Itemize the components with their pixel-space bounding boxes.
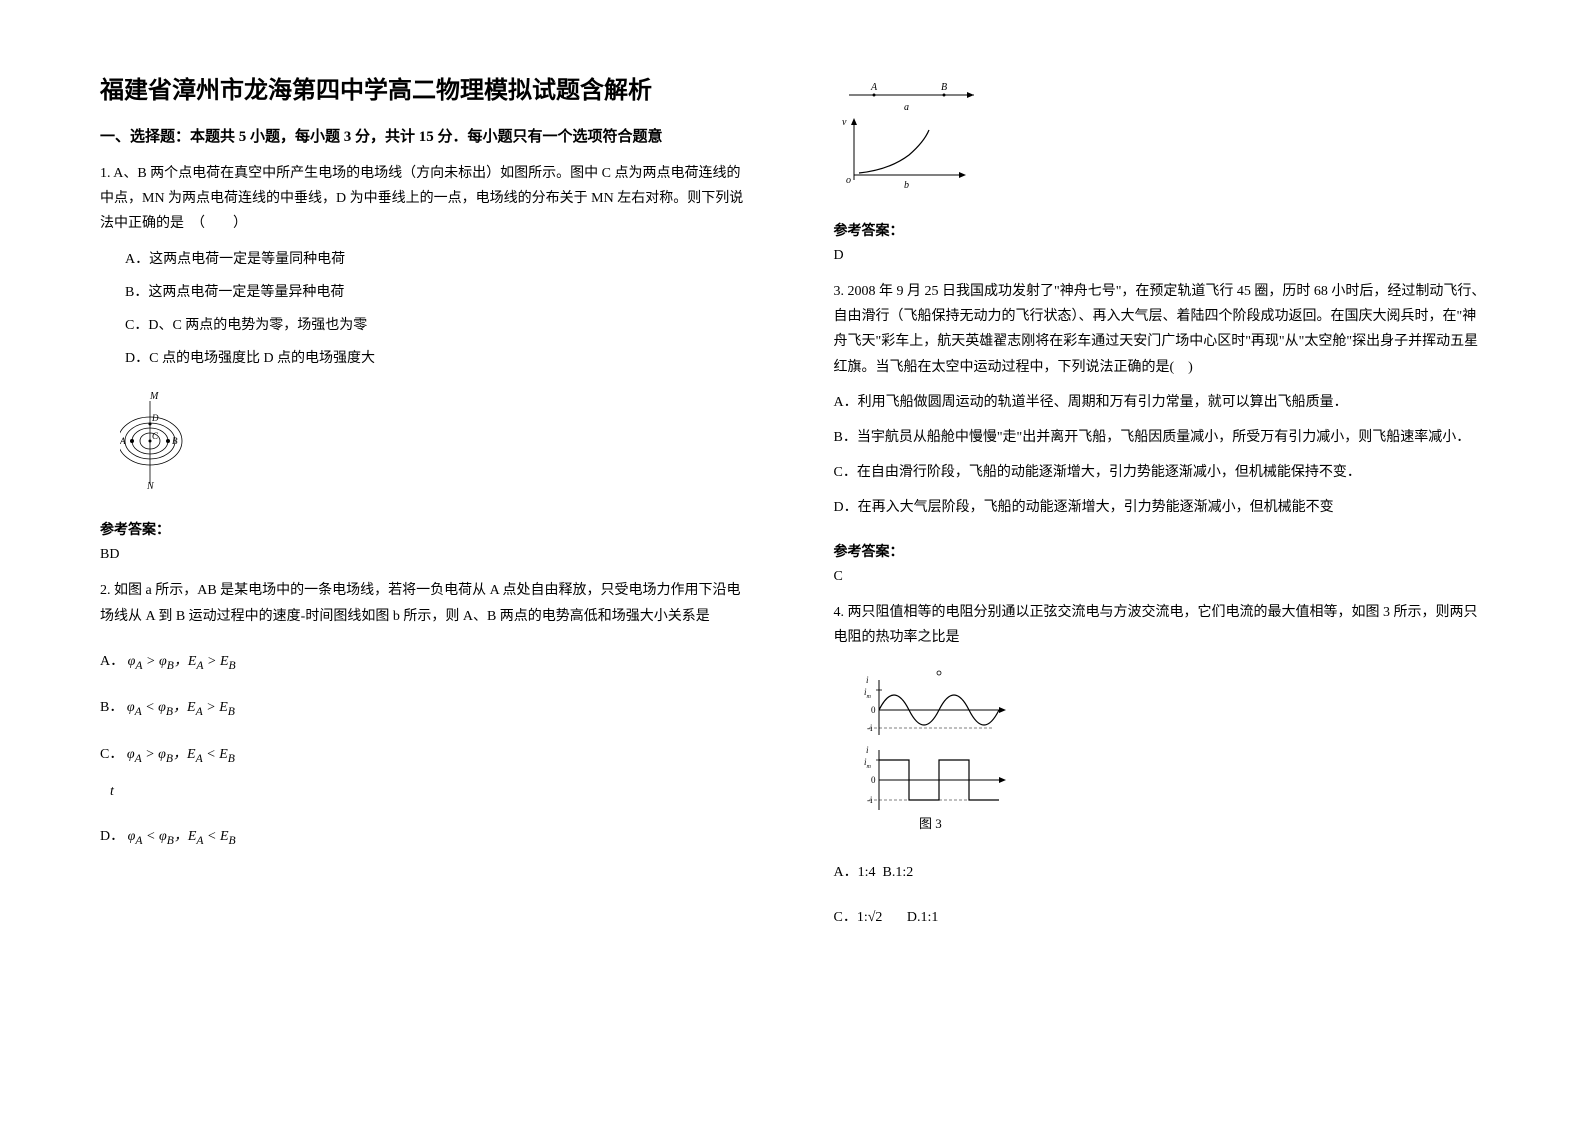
svg-text:图 3: 图 3	[919, 816, 942, 831]
svg-text:a: a	[904, 102, 909, 113]
q2-answer-label: 参考答案：	[834, 220, 1488, 240]
left-column: 福建省漳州市龙海第四中学高二物理模拟试题含解析 一、选择题：本题共 5 小题，每…	[100, 70, 754, 1052]
section-1-header: 一、选择题：本题共 5 小题，每小题 3 分，共计 15 分．每小题只有一个选项…	[100, 125, 754, 146]
q3-option-d: D．在再入大气层阶段，飞船的动能逐渐增大，引力势能逐渐减小，但机械能不变	[834, 495, 1488, 520]
svg-text:0: 0	[871, 705, 876, 715]
svg-text:o: o	[846, 175, 851, 186]
svg-text:i: i	[866, 675, 869, 685]
q3-answer-label: 参考答案：	[834, 541, 1488, 561]
q3-option-a: A．利用飞船做圆周运动的轨道半径、周期和万有引力常量，就可以算出飞船质量．	[834, 390, 1488, 415]
q1-option-c: C．D、C 两点的电势为零，场强也为零	[125, 313, 754, 338]
q4-figure: i im 0 -i i im 0 -i 图 3	[854, 670, 1488, 845]
svg-text:M: M	[149, 391, 159, 402]
question-2-text: 2. 如图 a 所示，AB 是某电场中的一条电场线，若将一负电荷从 A 点处自由…	[100, 578, 754, 628]
svg-text:im: im	[864, 757, 872, 770]
q2-figure: A B a v o b	[834, 80, 1488, 195]
svg-text:0: 0	[871, 775, 876, 785]
svg-text:B: B	[941, 82, 947, 93]
q2-t-label: t	[110, 779, 754, 804]
svg-text:A: A	[870, 82, 878, 93]
q2-option-b: B． φA < φB，EA > EB	[100, 695, 754, 722]
question-3-text: 3. 2008 年 9 月 25 日我国成功发射了"神舟七号"，在预定轨道飞行 …	[834, 279, 1488, 380]
q2-option-c: C． φA > φB，EA < EB	[100, 742, 754, 769]
svg-text:b: b	[904, 180, 909, 190]
q3-option-c: C．在自由滑行阶段，飞船的动能逐渐增大，引力势能逐渐减小，但机械能保持不变．	[834, 460, 1488, 485]
right-column: A B a v o b 参考答案： D 3. 2008 年 9 月 25 日我国…	[834, 70, 1488, 1052]
svg-text:C: C	[152, 431, 159, 441]
q1-answer: BD	[100, 547, 754, 563]
svg-text:N: N	[146, 481, 155, 489]
q2-formula-b: φA < φB，EA > EB	[127, 700, 235, 715]
question-1-text: 1. A、B 两个点电荷在真空中所产生电场的电场线（方向未标出）如图所示。图中 …	[100, 161, 754, 237]
q2-option-a: A． φA > φB，EA > EB	[100, 649, 754, 676]
q1-option-a: A．这两点电荷一定是等量同种电荷	[125, 247, 754, 272]
q3-answer: C	[834, 569, 1488, 585]
q1-figure: M A B D C N	[120, 389, 754, 494]
svg-text:v: v	[842, 117, 847, 128]
q1-option-b: B．这两点电荷一定是等量异种电荷	[125, 280, 754, 305]
q1-answer-label: 参考答案：	[100, 519, 754, 539]
q2-answer: D	[834, 248, 1488, 264]
svg-text:A: A	[120, 436, 126, 446]
svg-text:D: D	[151, 413, 159, 423]
q4-options-cd: C．1:√2 D.1:1	[834, 905, 1488, 930]
svg-text:i: i	[866, 745, 869, 755]
q4-options-ab: A．1:4 B.1:2	[834, 860, 1488, 885]
document-title: 福建省漳州市龙海第四中学高二物理模拟试题含解析	[100, 70, 754, 105]
q2-formula-c: φA > φB，EA < EB	[127, 747, 235, 762]
q1-option-d: D．C 点的电场强度比 D 点的电场强度大	[125, 346, 754, 371]
svg-text:im: im	[864, 687, 872, 700]
q3-option-b: B．当宇航员从船舱中慢慢"走"出并离开飞船，飞船因质量减小，所受万有引力减小，则…	[834, 425, 1488, 450]
q2-option-d: D． φA < φB，EA < EB	[100, 824, 754, 851]
question-4-text: 4. 两只阻值相等的电阻分别通以正弦交流电与方波交流电，它们电流的最大值相等，如…	[834, 600, 1488, 650]
q2-formula-d: φA < φB，EA < EB	[128, 829, 236, 844]
q2-formula-a: φA > φB，EA > EB	[128, 654, 236, 669]
svg-text:B: B	[172, 436, 178, 446]
